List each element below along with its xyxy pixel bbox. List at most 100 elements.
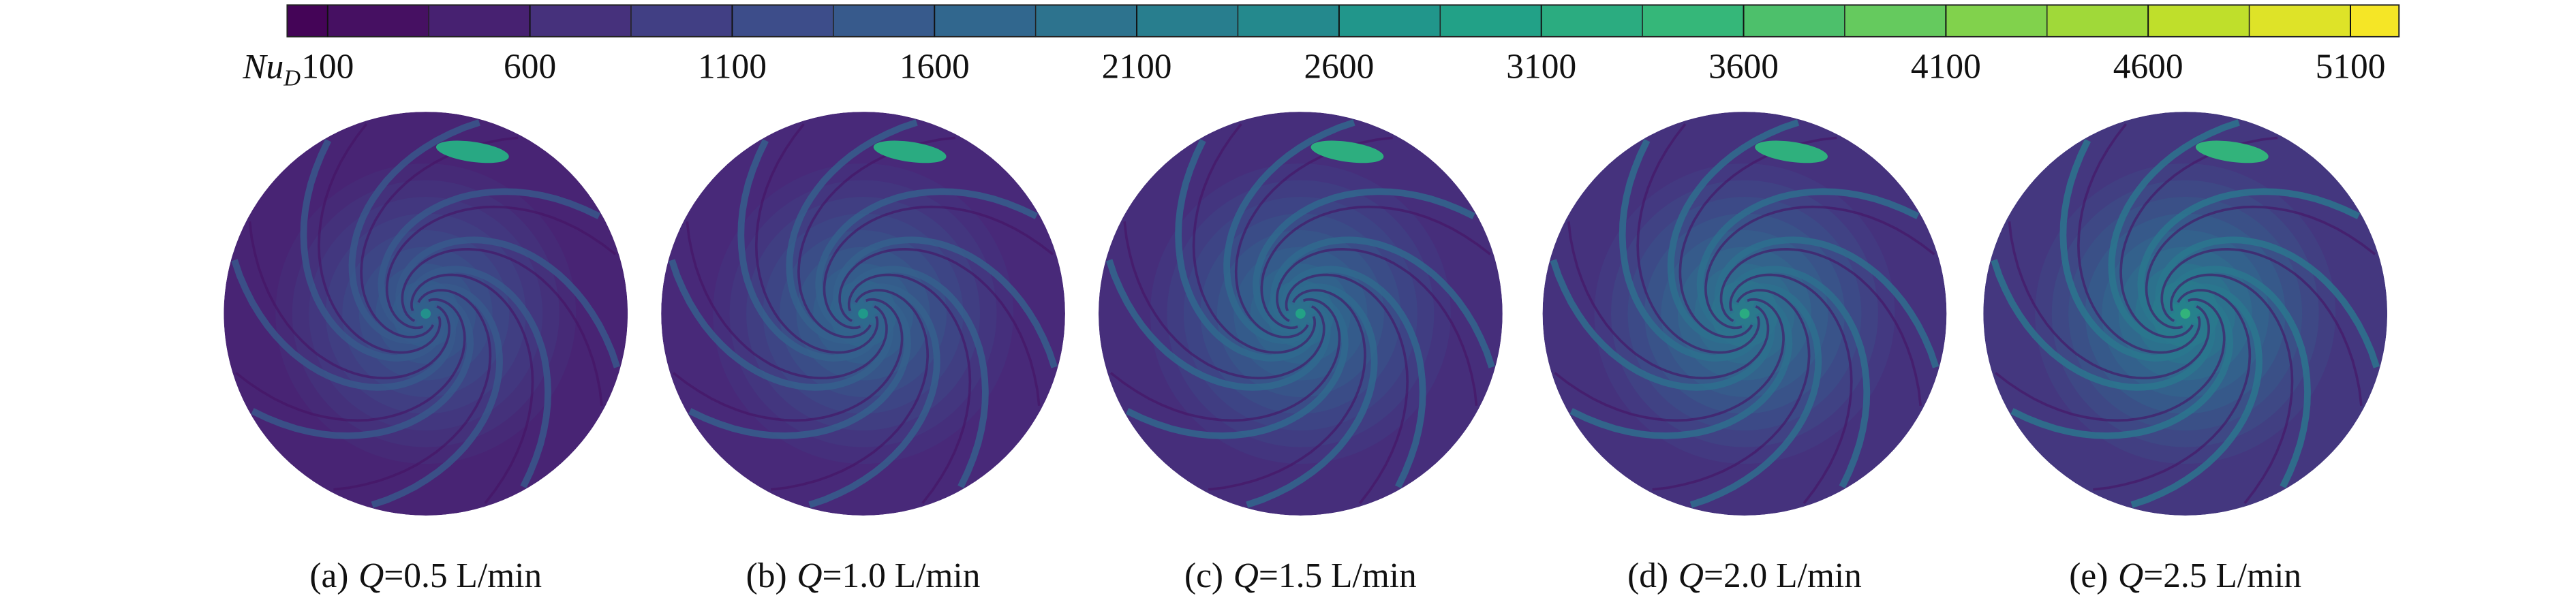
inlet-hot-spot <box>873 140 947 163</box>
spiral-streak-dark <box>410 273 534 505</box>
spiral-streak-dark <box>1285 273 1409 505</box>
panel-tag: (d) <box>1627 556 1668 595</box>
spiral-streak-dark <box>1567 221 1770 380</box>
spiral-streak-dark <box>1208 289 1366 491</box>
spiral-streak <box>833 236 1058 368</box>
spiral-streak-dark <box>385 205 617 330</box>
contour-disc <box>224 112 628 516</box>
spiral-streak-dark <box>1234 136 1393 338</box>
colorbar-segment <box>934 4 1037 37</box>
spiral-streak-dark <box>360 136 519 338</box>
inlet-hot-spot <box>2195 140 2269 163</box>
spiral-streak-dark <box>771 289 930 491</box>
colorbar-segment <box>1338 4 1441 37</box>
panel-caption: (c) Q=1.5 L/min <box>1184 556 1417 595</box>
panel-tag: (e) <box>2069 556 2108 595</box>
spiral-streak <box>406 266 551 488</box>
center-spot <box>1295 309 1306 319</box>
colorbar-segment <box>1743 4 1845 37</box>
spiral-streak <box>1714 236 1939 368</box>
spiral-streak <box>395 236 621 368</box>
contour-disc <box>1542 112 1947 516</box>
spiral-streak <box>1550 259 1775 391</box>
colorbar-label: NuD <box>242 48 301 91</box>
colorbar-segment <box>1945 4 2048 37</box>
spiral-streak-dark <box>401 248 603 407</box>
spiral-streak-dark <box>2008 221 2210 380</box>
spiral-streak <box>1569 294 1793 439</box>
spiral-streak-dark <box>672 298 904 422</box>
spiral-streak <box>2137 188 2361 334</box>
spiral-streak <box>2059 139 2205 362</box>
colorbar-tick-label: 2600 <box>1304 48 1374 86</box>
spiral-streak <box>1105 259 1331 391</box>
spiral-streak <box>1689 283 1822 508</box>
colorbar-segment <box>1034 4 1137 37</box>
colorbar-segment <box>2350 4 2399 37</box>
inlet-hot-spot <box>435 140 509 163</box>
colorbar-tick-label: 2100 <box>1102 48 1172 86</box>
spiral-streak <box>1223 119 1355 344</box>
colorbar-segment <box>1642 4 1745 37</box>
colorbar-tick-label: 4100 <box>1911 48 1981 86</box>
spiral-streak <box>1270 236 1495 368</box>
spiral-streak-dark <box>1678 136 1837 338</box>
colorbar-segment <box>2147 4 2250 37</box>
center-spot <box>2180 309 2191 319</box>
panel-condition: =0.5 L/min <box>384 556 542 595</box>
center-spot <box>858 309 868 319</box>
spiral-streak <box>843 266 989 488</box>
spiral-streak-dark <box>2160 248 2363 407</box>
colorbar-tick-label: 5100 <box>2316 48 2386 86</box>
colorbar-frame <box>286 4 2400 37</box>
spiral-streak <box>1991 259 2216 391</box>
spiral-streak-dark <box>1260 205 1491 330</box>
contour-disc <box>1983 112 2388 516</box>
spiral-streak <box>1175 139 1321 362</box>
colorbar-tick-label: 1600 <box>900 48 970 86</box>
panel-tag: (a) <box>309 556 348 595</box>
colorbar-tick-label: 3100 <box>1506 48 1576 86</box>
spiral-streak-dark <box>1636 123 1760 354</box>
panel-variable: Q <box>1233 556 1259 595</box>
inlet-hot-spot <box>1755 140 1828 163</box>
center-spot <box>420 309 431 319</box>
spiral-streak-dark <box>1109 298 1341 422</box>
spiral-streak-dark <box>248 221 450 380</box>
panel-condition: =1.0 L/min <box>823 556 981 595</box>
panel-tag: (c) <box>1184 556 1223 595</box>
panel-condition: =2.0 L/min <box>1704 556 1862 595</box>
colorbar-segment <box>1844 4 1947 37</box>
spiral-streak-dark <box>1652 289 1811 491</box>
spiral-streak <box>815 188 1038 334</box>
spiral-streak <box>1125 294 1349 439</box>
colorbar-tick-label: 3600 <box>1708 48 1779 86</box>
spiral-streak <box>300 139 446 362</box>
colorbar-segment <box>630 4 733 37</box>
spiral-streak <box>2130 283 2263 508</box>
spiral-streak <box>1667 119 1800 344</box>
center-spot <box>1739 309 1750 319</box>
colorbar-segment <box>1439 4 1542 37</box>
spiral-streak <box>786 119 918 344</box>
colorbar-segment <box>1237 4 1340 37</box>
spiral-streak <box>1619 139 1764 362</box>
spiral-streak-dark <box>1123 221 1325 380</box>
spiral-streak-dark <box>754 123 879 354</box>
spiral-streak <box>669 259 893 391</box>
spiral-streak-dark <box>1995 298 2226 422</box>
spiral-streak <box>737 139 883 362</box>
spiral-streak <box>1246 283 1378 508</box>
panel-variable: Q <box>358 556 384 595</box>
colorbar-tick-label: 100 <box>301 48 354 86</box>
spiral-streak-dark <box>333 289 492 491</box>
inlet-hot-spot <box>1310 140 1384 163</box>
spiral-streak <box>348 119 480 344</box>
panel-variable: Q <box>2118 556 2143 595</box>
spiral-streak <box>1696 188 1920 334</box>
spiral-streak <box>1253 188 1475 334</box>
spiral-streak-dark <box>1192 123 1317 354</box>
spiral-streak-dark <box>1554 298 1785 422</box>
